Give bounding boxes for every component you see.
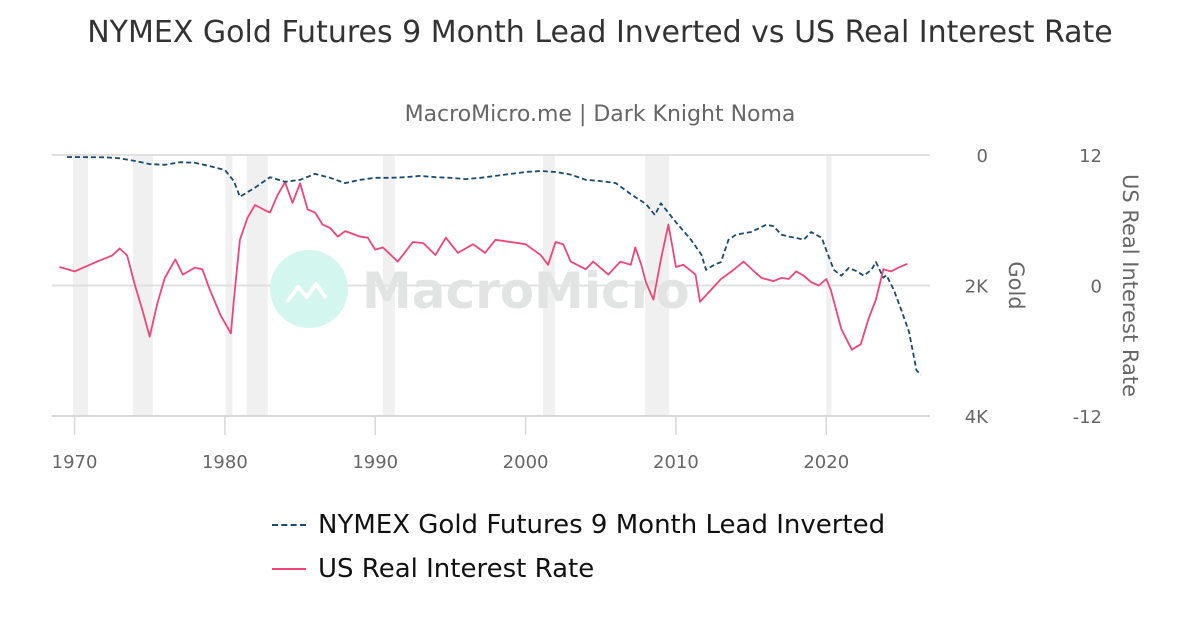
chart-title: NYMEX Gold Futures 9 Month Lead Inverted…: [0, 14, 1200, 51]
x-tick-label: 2020: [803, 452, 849, 473]
gold-axis-tick-label: 4K: [965, 407, 989, 428]
watermark-logo-icon: [270, 250, 348, 328]
legend-item-gold[interactable]: NYMEX Gold Futures 9 Month Lead Inverted: [272, 510, 885, 540]
x-tick-label: 2010: [653, 452, 699, 473]
watermark-logo-mark: [285, 282, 328, 304]
legend-label-gold: NYMEX Gold Futures 9 Month Lead Inverted: [318, 510, 886, 540]
watermark-logo-text: MacroMicro: [362, 262, 690, 320]
rate-axis-tick-label: 0: [1091, 277, 1102, 298]
rate-axis-tick-label: 12: [1079, 146, 1102, 167]
legend-swatch-gold: [272, 524, 306, 526]
x-tick-label: 2000: [503, 452, 549, 473]
legend-swatch-rate: [272, 568, 306, 570]
rate-axis-title: US Real Interest Rate: [1118, 174, 1142, 397]
series-line-gold: [66, 156, 922, 376]
gold-axis-tick-label: 0: [977, 146, 988, 167]
legend-label-rate: US Real Interest Rate: [318, 554, 595, 584]
x-tick-label: 1970: [52, 452, 98, 473]
rate-axis-tick-label: -12: [1073, 407, 1102, 428]
legend-item-rate[interactable]: US Real Interest Rate: [272, 554, 594, 584]
x-tick-label: 1980: [202, 452, 248, 473]
gold-axis-tick-label: 2K: [965, 277, 989, 298]
x-tick-label: 1990: [352, 452, 398, 473]
chart-title-text: NYMEX Gold Futures 9 Month Lead Inverted…: [87, 15, 1113, 50]
chart-subtitle: MacroMicro.me | Dark Knight Noma: [404, 102, 796, 127]
series-line-rate: [59, 181, 908, 351]
gold-axis-title: Gold: [1004, 261, 1028, 309]
